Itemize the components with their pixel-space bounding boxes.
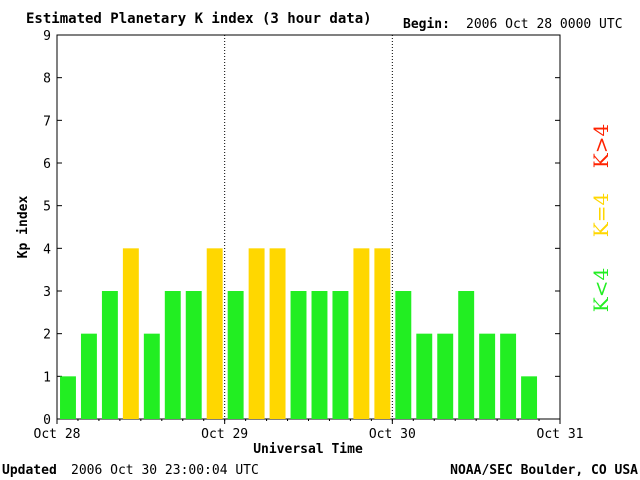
y-tick-label: 6 [43,157,51,172]
y-tick-label: 9 [43,29,51,44]
y-axis-ticks: 0 1 2 3 4 5 6 7 8 9 [43,29,560,428]
kp-bar [416,333,433,419]
kp-bar [395,291,412,419]
begin-value: 2006 Oct 28 0000 UTC [466,17,623,32]
y-tick-label: 0 [43,413,51,428]
kp-bar [521,376,538,419]
x-tick-label: Oct 31 [537,427,584,442]
y-tick-label: 5 [43,200,51,215]
kp-bar [332,291,349,419]
legend-above-4: K>4 [589,124,613,168]
kp-bar [479,333,496,419]
kp-bar [353,248,370,419]
x-tick-label: Oct 29 [201,427,248,442]
x-tick-label: Oct 28 [34,427,81,442]
chart-title: Estimated Planetary K index (3 hour data… [26,11,372,27]
kp-bar [437,333,454,419]
kp-bar [101,291,118,419]
bars [60,248,538,419]
legend-below-4: K<4 [589,268,613,312]
x-axis-ticks: Oct 28 Oct 29 Oct 30 Oct 31 [34,419,584,442]
kp-bar [248,248,265,419]
y-tick-label: 3 [43,285,51,300]
kp-bar [269,248,286,419]
kp-bar [374,248,391,419]
kp-bar [185,291,202,419]
updated-value: 2006 Oct 30 23:00:04 UTC [71,463,259,478]
kp-bar [290,291,307,419]
kp-bar [500,333,517,419]
kp-bar [60,376,76,419]
kp-bar [80,333,97,419]
y-axis-label: Kp index [16,196,31,259]
begin-label: Begin: [403,17,450,32]
y-tick-label: 1 [43,370,51,385]
kp-bar [311,291,328,419]
source-credit: NOAA/SEC Boulder, CO USA [450,463,638,478]
x-axis-label: Universal Time [253,442,363,457]
day-separators [224,35,393,419]
updated-label: Updated [2,463,57,478]
kp-bar [164,291,181,419]
kp-bar [143,333,160,419]
x-tick-label: Oct 30 [369,427,416,442]
kp-bar [458,291,475,419]
legend-equal-4: K=4 [589,193,613,237]
y-tick-label: 2 [43,328,51,343]
y-tick-label: 8 [43,72,51,87]
y-tick-label: 7 [43,114,51,129]
kp-bar [227,291,244,419]
kp-bar [206,248,223,419]
y-tick-label: 4 [43,242,51,257]
kp-bar [122,248,139,419]
